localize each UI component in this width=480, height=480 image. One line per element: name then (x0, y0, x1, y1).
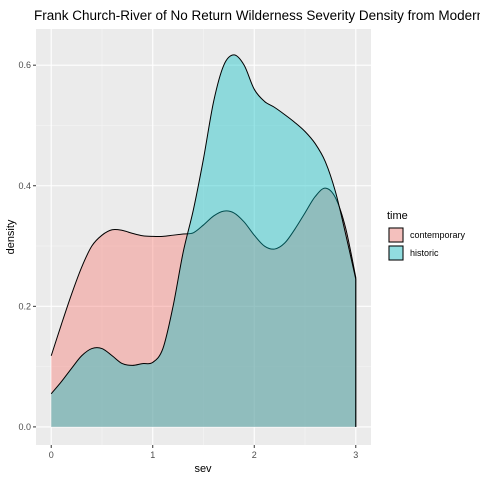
legend-title: time (387, 210, 408, 222)
x-axis: 0 1 2 3 (49, 445, 358, 460)
x-tick-label: 1 (150, 450, 155, 460)
density-line-contemporary (50, 187, 357, 427)
legend-swatch-contemporary (388, 227, 404, 243)
y-tick-label: 0.4 (18, 181, 31, 191)
chart-title: Frank Church-River of No Return Wilderne… (34, 8, 480, 23)
y-tick-label: 0.0 (18, 422, 31, 432)
x-tick-label: 2 (252, 450, 257, 460)
x-tick-label: 0 (49, 450, 54, 460)
density-areas (50, 54, 357, 427)
legend: time contemporary historic (387, 210, 466, 261)
y-axis-title: density (5, 219, 17, 254)
y-axis: 0.0 0.2 0.4 0.6 (18, 60, 36, 432)
legend-swatch-historic (388, 245, 404, 261)
x-tick-label: 3 (353, 450, 358, 460)
legend-key-bg (388, 227, 404, 243)
area-contemporary (51, 188, 356, 427)
y-tick-label: 0.2 (18, 301, 31, 311)
area-historic (51, 54, 356, 427)
legend-key-bg (388, 245, 404, 261)
x-axis-title: sev (194, 463, 212, 475)
grid-minor (36, 29, 371, 445)
density-line-historic (50, 54, 357, 427)
y-tick-label: 0.6 (18, 60, 31, 70)
legend-label-contemporary: contemporary (410, 230, 466, 240)
legend-label-historic: historic (410, 248, 439, 258)
